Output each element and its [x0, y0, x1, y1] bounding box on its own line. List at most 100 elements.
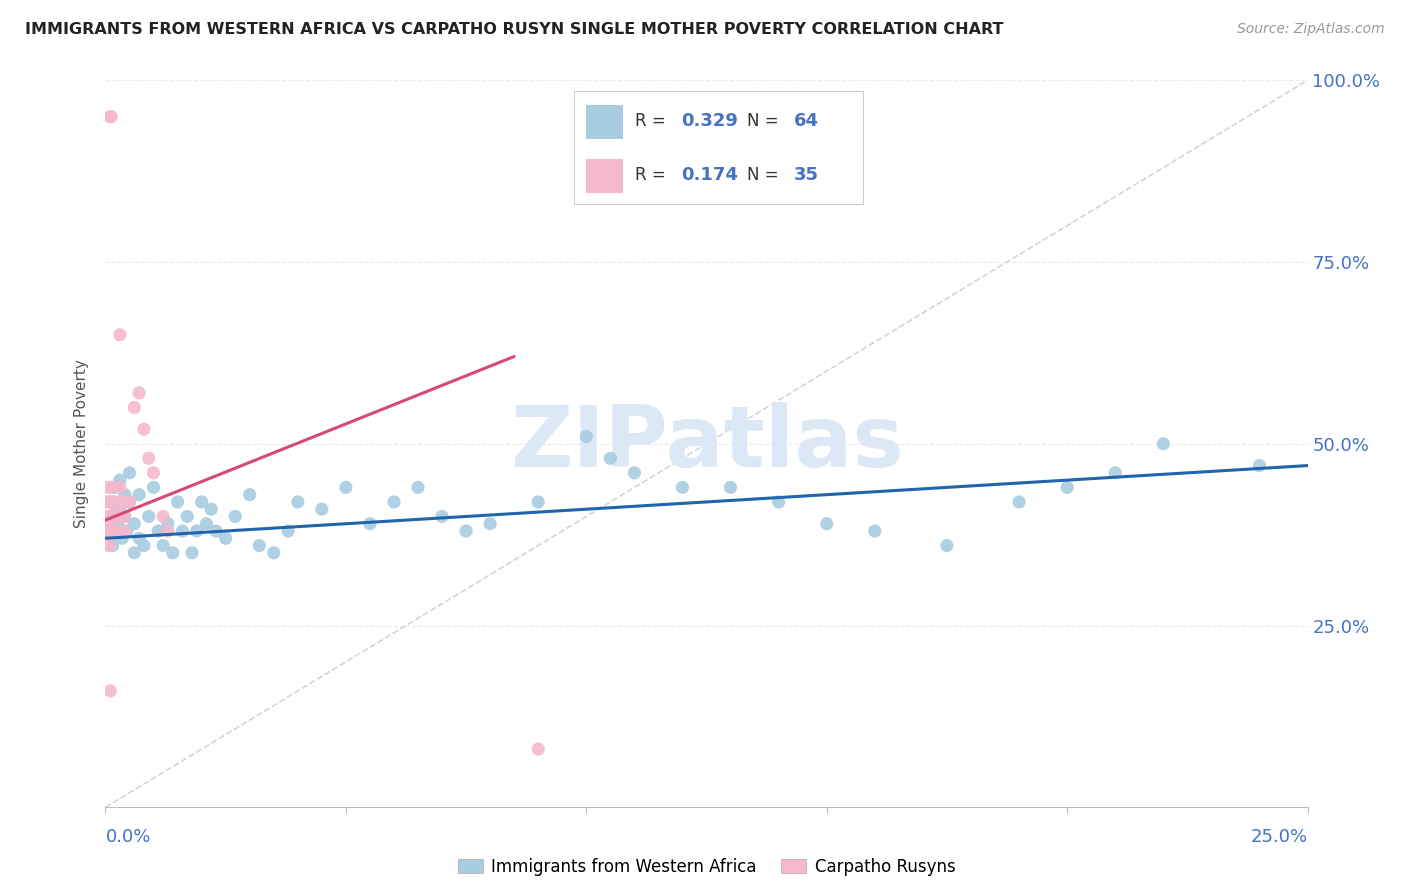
Point — [97, 480, 120, 494]
Point — [768, 495, 790, 509]
Point — [1008, 495, 1031, 509]
Point — [97, 495, 120, 509]
Point — [97, 516, 120, 531]
Point — [101, 539, 124, 553]
Point — [103, 524, 125, 538]
Point — [124, 516, 146, 531]
Point — [101, 495, 124, 509]
Text: 25.0%: 25.0% — [1250, 828, 1308, 846]
Point — [108, 473, 131, 487]
Point — [114, 488, 136, 502]
Point — [1104, 466, 1126, 480]
Point — [382, 495, 405, 509]
Text: ZIPatlas: ZIPatlas — [509, 402, 904, 485]
Point — [108, 480, 131, 494]
Point — [104, 480, 127, 494]
Point — [128, 531, 150, 545]
Point — [108, 327, 131, 342]
Point — [111, 495, 134, 509]
Point — [162, 546, 184, 560]
Point — [108, 509, 131, 524]
Y-axis label: Single Mother Poverty: Single Mother Poverty — [75, 359, 90, 528]
Point — [263, 546, 285, 560]
Point — [118, 466, 141, 480]
Text: 0.174: 0.174 — [681, 166, 738, 184]
Point — [720, 480, 742, 494]
Point — [100, 110, 122, 124]
Point — [138, 509, 160, 524]
Point — [190, 495, 212, 509]
Text: IMMIGRANTS FROM WESTERN AFRICA VS CARPATHO RUSYN SINGLE MOTHER POVERTY CORRELATI: IMMIGRANTS FROM WESTERN AFRICA VS CARPAT… — [25, 22, 1004, 37]
Point — [527, 495, 550, 509]
Point — [287, 495, 309, 509]
Point — [815, 516, 838, 531]
Point — [104, 509, 127, 524]
Point — [205, 524, 228, 538]
Point — [111, 531, 134, 545]
Point — [335, 480, 357, 494]
Point — [98, 524, 121, 538]
Point — [599, 451, 621, 466]
Point — [107, 524, 129, 538]
Point — [406, 480, 429, 494]
Point — [98, 509, 121, 524]
Point — [96, 509, 118, 524]
Point — [118, 495, 141, 509]
Text: 0.329: 0.329 — [681, 112, 738, 130]
Legend: Immigrants from Western Africa, Carpatho Rusyns: Immigrants from Western Africa, Carpatho… — [451, 851, 962, 882]
Point — [214, 531, 236, 545]
Point — [575, 429, 598, 443]
Point — [96, 495, 118, 509]
Point — [132, 539, 155, 553]
Point — [247, 539, 270, 553]
Point — [104, 524, 127, 538]
Point — [114, 524, 136, 538]
Point — [936, 539, 959, 553]
Point — [430, 509, 453, 524]
Point — [156, 516, 179, 531]
Point — [1152, 437, 1174, 451]
Point — [623, 466, 645, 480]
Point — [863, 524, 886, 538]
Point — [359, 516, 381, 531]
Point — [132, 422, 155, 436]
Point — [124, 401, 146, 415]
Point — [1056, 480, 1078, 494]
Point — [479, 516, 502, 531]
Point — [124, 546, 146, 560]
Point — [527, 742, 550, 756]
Point — [142, 480, 165, 494]
Point — [96, 524, 118, 538]
Point — [152, 509, 174, 524]
Point — [98, 495, 121, 509]
Point — [172, 524, 194, 538]
Point — [200, 502, 222, 516]
Point — [239, 488, 262, 502]
Point — [107, 516, 129, 531]
Text: Source: ZipAtlas.com: Source: ZipAtlas.com — [1237, 22, 1385, 37]
Point — [128, 488, 150, 502]
Point — [115, 524, 138, 538]
Point — [105, 502, 128, 516]
Point — [671, 480, 693, 494]
Point — [152, 539, 174, 553]
Point — [108, 502, 131, 516]
Text: 35: 35 — [793, 166, 818, 184]
Point — [277, 524, 299, 538]
Point — [101, 509, 124, 524]
FancyBboxPatch shape — [586, 104, 623, 138]
Text: N =: N = — [748, 166, 785, 184]
Point — [311, 502, 333, 516]
Point — [98, 684, 121, 698]
Point — [114, 509, 136, 524]
Point — [128, 385, 150, 400]
Point — [186, 524, 208, 538]
FancyBboxPatch shape — [586, 159, 623, 193]
Point — [1249, 458, 1271, 473]
Point — [98, 539, 121, 553]
Point — [100, 480, 122, 494]
Point — [138, 451, 160, 466]
Text: 0.0%: 0.0% — [105, 828, 150, 846]
Point — [181, 546, 204, 560]
Text: R =: R = — [636, 112, 671, 130]
